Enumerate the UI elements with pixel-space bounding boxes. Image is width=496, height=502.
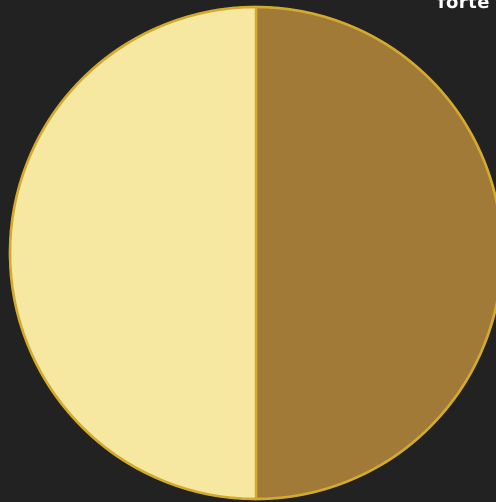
pie-slice-1 — [254, 5, 496, 501]
pie-outline — [8, 5, 496, 501]
corner-label: forte — [437, 0, 490, 13]
pie-slice-2 — [8, 5, 258, 501]
